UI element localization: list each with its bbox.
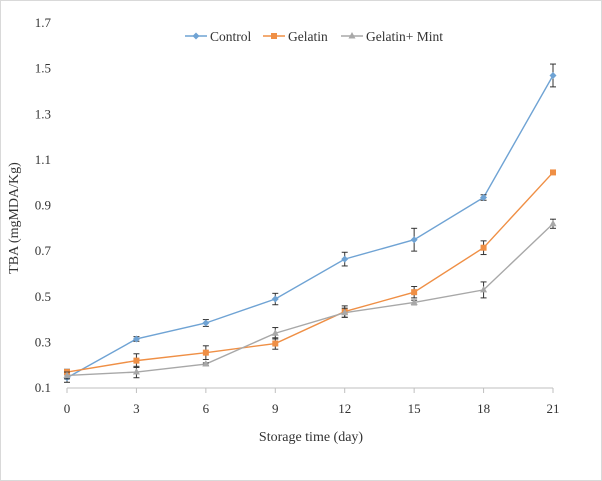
point-marker [480, 285, 488, 293]
y-tick-label: 1.3 [35, 106, 51, 121]
x-tick-label: 0 [64, 401, 71, 416]
point-marker [202, 349, 209, 356]
x-tick-label: 15 [408, 401, 421, 416]
point-marker [410, 236, 418, 244]
y-tick-label: 1.5 [35, 61, 51, 76]
x-tick-label: 3 [133, 401, 140, 416]
point-marker [480, 194, 488, 202]
x-tick-label: 12 [338, 401, 351, 416]
point-marker [271, 295, 279, 303]
point-marker [192, 32, 200, 40]
point-marker [348, 32, 356, 39]
y-tick-label: 0.1 [35, 380, 51, 395]
x-axis-title: Storage time (day) [259, 430, 364, 445]
y-axis-title: TBA (mgMDA/Kg) [7, 162, 22, 274]
series-line [66, 75, 554, 379]
point-marker [133, 357, 140, 364]
legend-item: Gelatin [263, 29, 328, 44]
y-tick-label: 1.7 [35, 15, 52, 30]
point-marker [550, 169, 556, 176]
point-marker [410, 298, 418, 305]
point-marker [132, 368, 140, 375]
point-marker [63, 371, 71, 378]
axes: 0.1 0.3 0.5 0.7 0.9 1.1 1.3 1.5 1.7 0 3 6 9 12 15 18 21 [35, 15, 560, 416]
legend-item: Control [185, 29, 252, 44]
point-marker [271, 329, 279, 336]
point-marker [549, 219, 557, 227]
point-marker [272, 340, 279, 347]
y-tick-label: 0.5 [35, 289, 51, 304]
legend-label: Gelatin [288, 29, 328, 44]
point-marker [202, 360, 210, 367]
y-tick-label: 0.3 [35, 334, 51, 349]
point-marker [341, 308, 349, 316]
x-tick-label: 18 [477, 401, 490, 416]
legend-label: Control [210, 29, 252, 44]
legend: Control Gelatin Gelatin+ Mint [185, 29, 443, 44]
point-marker [549, 71, 557, 79]
series-line [66, 171, 554, 373]
legend-label: Gelatin+ Mint [366, 29, 443, 44]
legend-item: Gelatin+ Mint [341, 29, 443, 44]
point-marker [411, 289, 418, 296]
x-tick-label: 6 [203, 401, 210, 416]
point-marker [480, 244, 487, 251]
y-tick-label: 1.1 [35, 152, 51, 167]
point-marker [132, 335, 140, 343]
series-line [66, 223, 554, 377]
point-marker [202, 319, 210, 327]
point-marker [271, 33, 277, 39]
y-tick-label: 0.9 [35, 198, 51, 213]
y-tick-label: 0.7 [35, 243, 52, 258]
x-tick-label: 9 [272, 401, 279, 416]
series-gelatin-mint [63, 218, 557, 380]
series-layer [63, 63, 557, 383]
point-marker [341, 255, 349, 263]
x-tick-label: 21 [547, 401, 560, 416]
series-control [63, 63, 557, 383]
